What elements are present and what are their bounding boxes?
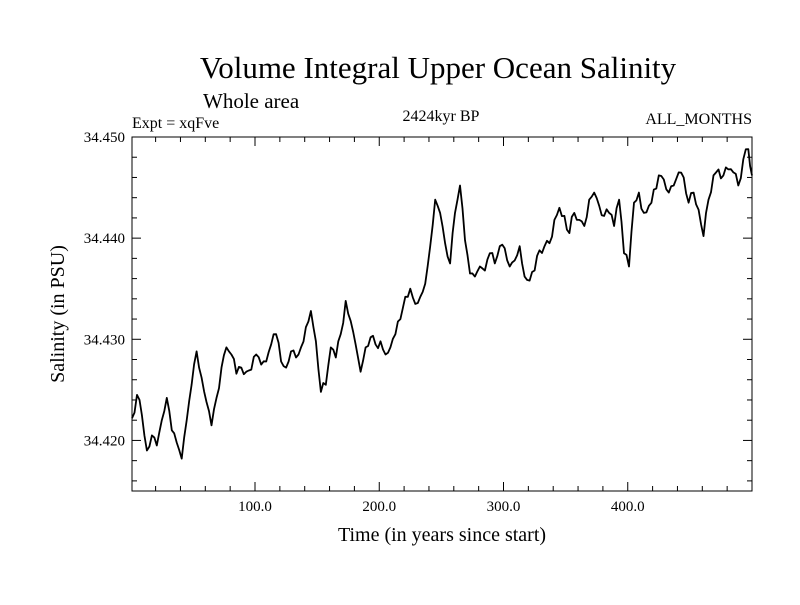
- y-tick-label: 34.440: [84, 231, 125, 247]
- chart-title: Volume Integral Upper Ocean Salinity: [200, 50, 677, 85]
- months-label: ALL_MONTHS: [645, 111, 752, 128]
- experiment-label: Expt = xqFve: [132, 115, 219, 132]
- y-tick-label: 34.450: [84, 130, 125, 146]
- x-tick-label: 300.0: [487, 499, 521, 515]
- x-axis-label: Time (in years since start): [338, 524, 546, 546]
- y-axis-label: Salinity (in PSU): [47, 245, 69, 383]
- x-tick-label: 400.0: [611, 499, 645, 515]
- y-tick-label: 34.420: [84, 433, 125, 449]
- period-label: 2424kyr BP: [403, 108, 480, 125]
- chart-subtitle: Whole area: [203, 89, 300, 113]
- x-tick-label: 100.0: [238, 499, 272, 515]
- tick-labels: 100.0 200.0 300.0 400.0 34.420 34.430 34.440 34…: [84, 130, 645, 515]
- x-tick-label: 200.0: [362, 499, 396, 515]
- y-tick-label: 34.430: [84, 332, 125, 348]
- plot-frame: [131, 136, 753, 492]
- series-layer: [131, 148, 753, 460]
- axis-ticks: [132, 136, 752, 491]
- series-line-salinity: [131, 148, 753, 460]
